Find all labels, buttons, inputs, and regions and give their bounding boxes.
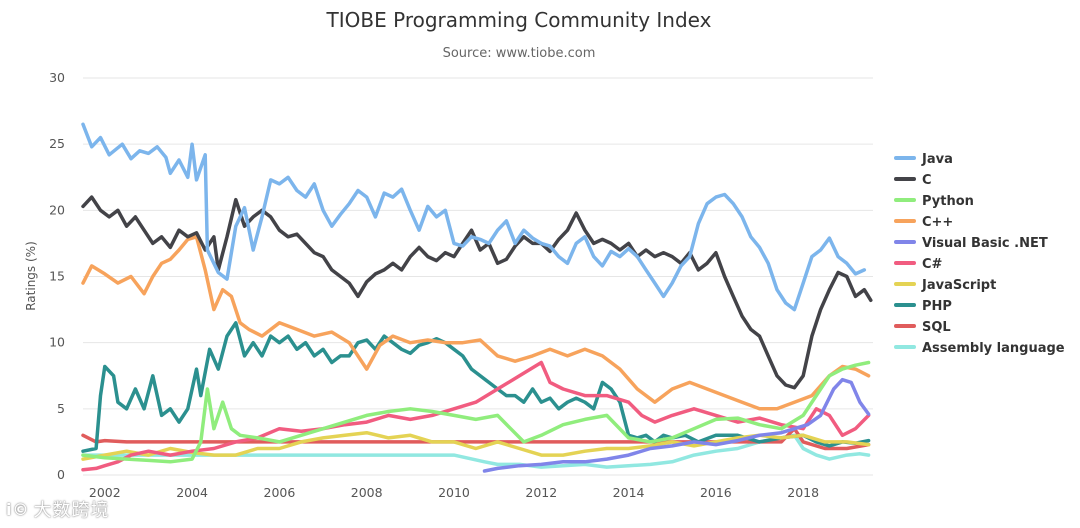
- legend-label-java: Java: [921, 152, 953, 167]
- y-tick-label: 5: [57, 401, 65, 416]
- legend-label-c: C: [922, 173, 932, 188]
- legend-label-assembly-language: Assembly language: [922, 341, 1065, 356]
- series-line-csharp: [81, 360, 871, 472]
- series-line-javascript: [81, 430, 871, 461]
- series-line-java: [81, 122, 867, 312]
- x-tick-label: 2018: [787, 485, 819, 500]
- x-tick-label: 2012: [525, 485, 557, 500]
- x-tick-label: 2008: [351, 485, 383, 500]
- grid: [83, 77, 873, 476]
- x-tick-label: 2014: [613, 485, 645, 500]
- legend-label-php: PHP: [922, 299, 952, 314]
- chart-subtitle: Source: www.tiobe.com: [443, 46, 596, 61]
- x-tick-label: 2016: [700, 485, 732, 500]
- series-line-c: [81, 195, 873, 390]
- y-tick-label: 25: [49, 136, 65, 151]
- y-axis-title: Ratings (%): [24, 241, 38, 311]
- x-tick-label: 2010: [438, 485, 470, 500]
- y-tick-label: 30: [49, 70, 65, 85]
- legend-label-csharp: C#: [922, 257, 943, 272]
- watermark-logo: i©: [6, 499, 30, 519]
- series-line-visual-basic-net: [482, 377, 871, 473]
- series-group: [81, 122, 873, 473]
- watermark-text: 大数跨境: [33, 500, 110, 521]
- x-tick-label: 2002: [89, 485, 121, 500]
- legend: Java C Python C++ Visual Basic .NET C# JavaScr…: [894, 152, 1065, 356]
- x-tick-label: 2006: [264, 485, 296, 500]
- y-tick-label: 20: [49, 202, 65, 217]
- legend-label-sql: SQL: [922, 320, 951, 335]
- legend-label-visual-basic-net: Visual Basic .NET: [922, 236, 1048, 251]
- x-axis-ticks: 2002 2004 2006 2008 2010 2012 2014 2016 2018: [89, 485, 819, 500]
- y-tick-label: 15: [49, 269, 65, 284]
- y-tick-label: 0: [57, 467, 65, 482]
- x-tick-label: 2004: [176, 485, 208, 500]
- watermark: i© 大数跨境: [6, 496, 109, 522]
- legend-label-javascript: JavaScript: [921, 278, 996, 293]
- series-line-python: [81, 360, 871, 464]
- chart-title: TIOBE Programming Community Index: [326, 8, 712, 32]
- series-line-assembly-language: [81, 433, 871, 469]
- y-axis-ticks: 0 5 10 15 20 25 30: [49, 70, 65, 482]
- y-tick-label: 10: [49, 335, 65, 350]
- legend-label-python: Python: [922, 194, 974, 209]
- series-line-cpp: [81, 235, 871, 411]
- legend-label-cpp: C++: [922, 215, 953, 230]
